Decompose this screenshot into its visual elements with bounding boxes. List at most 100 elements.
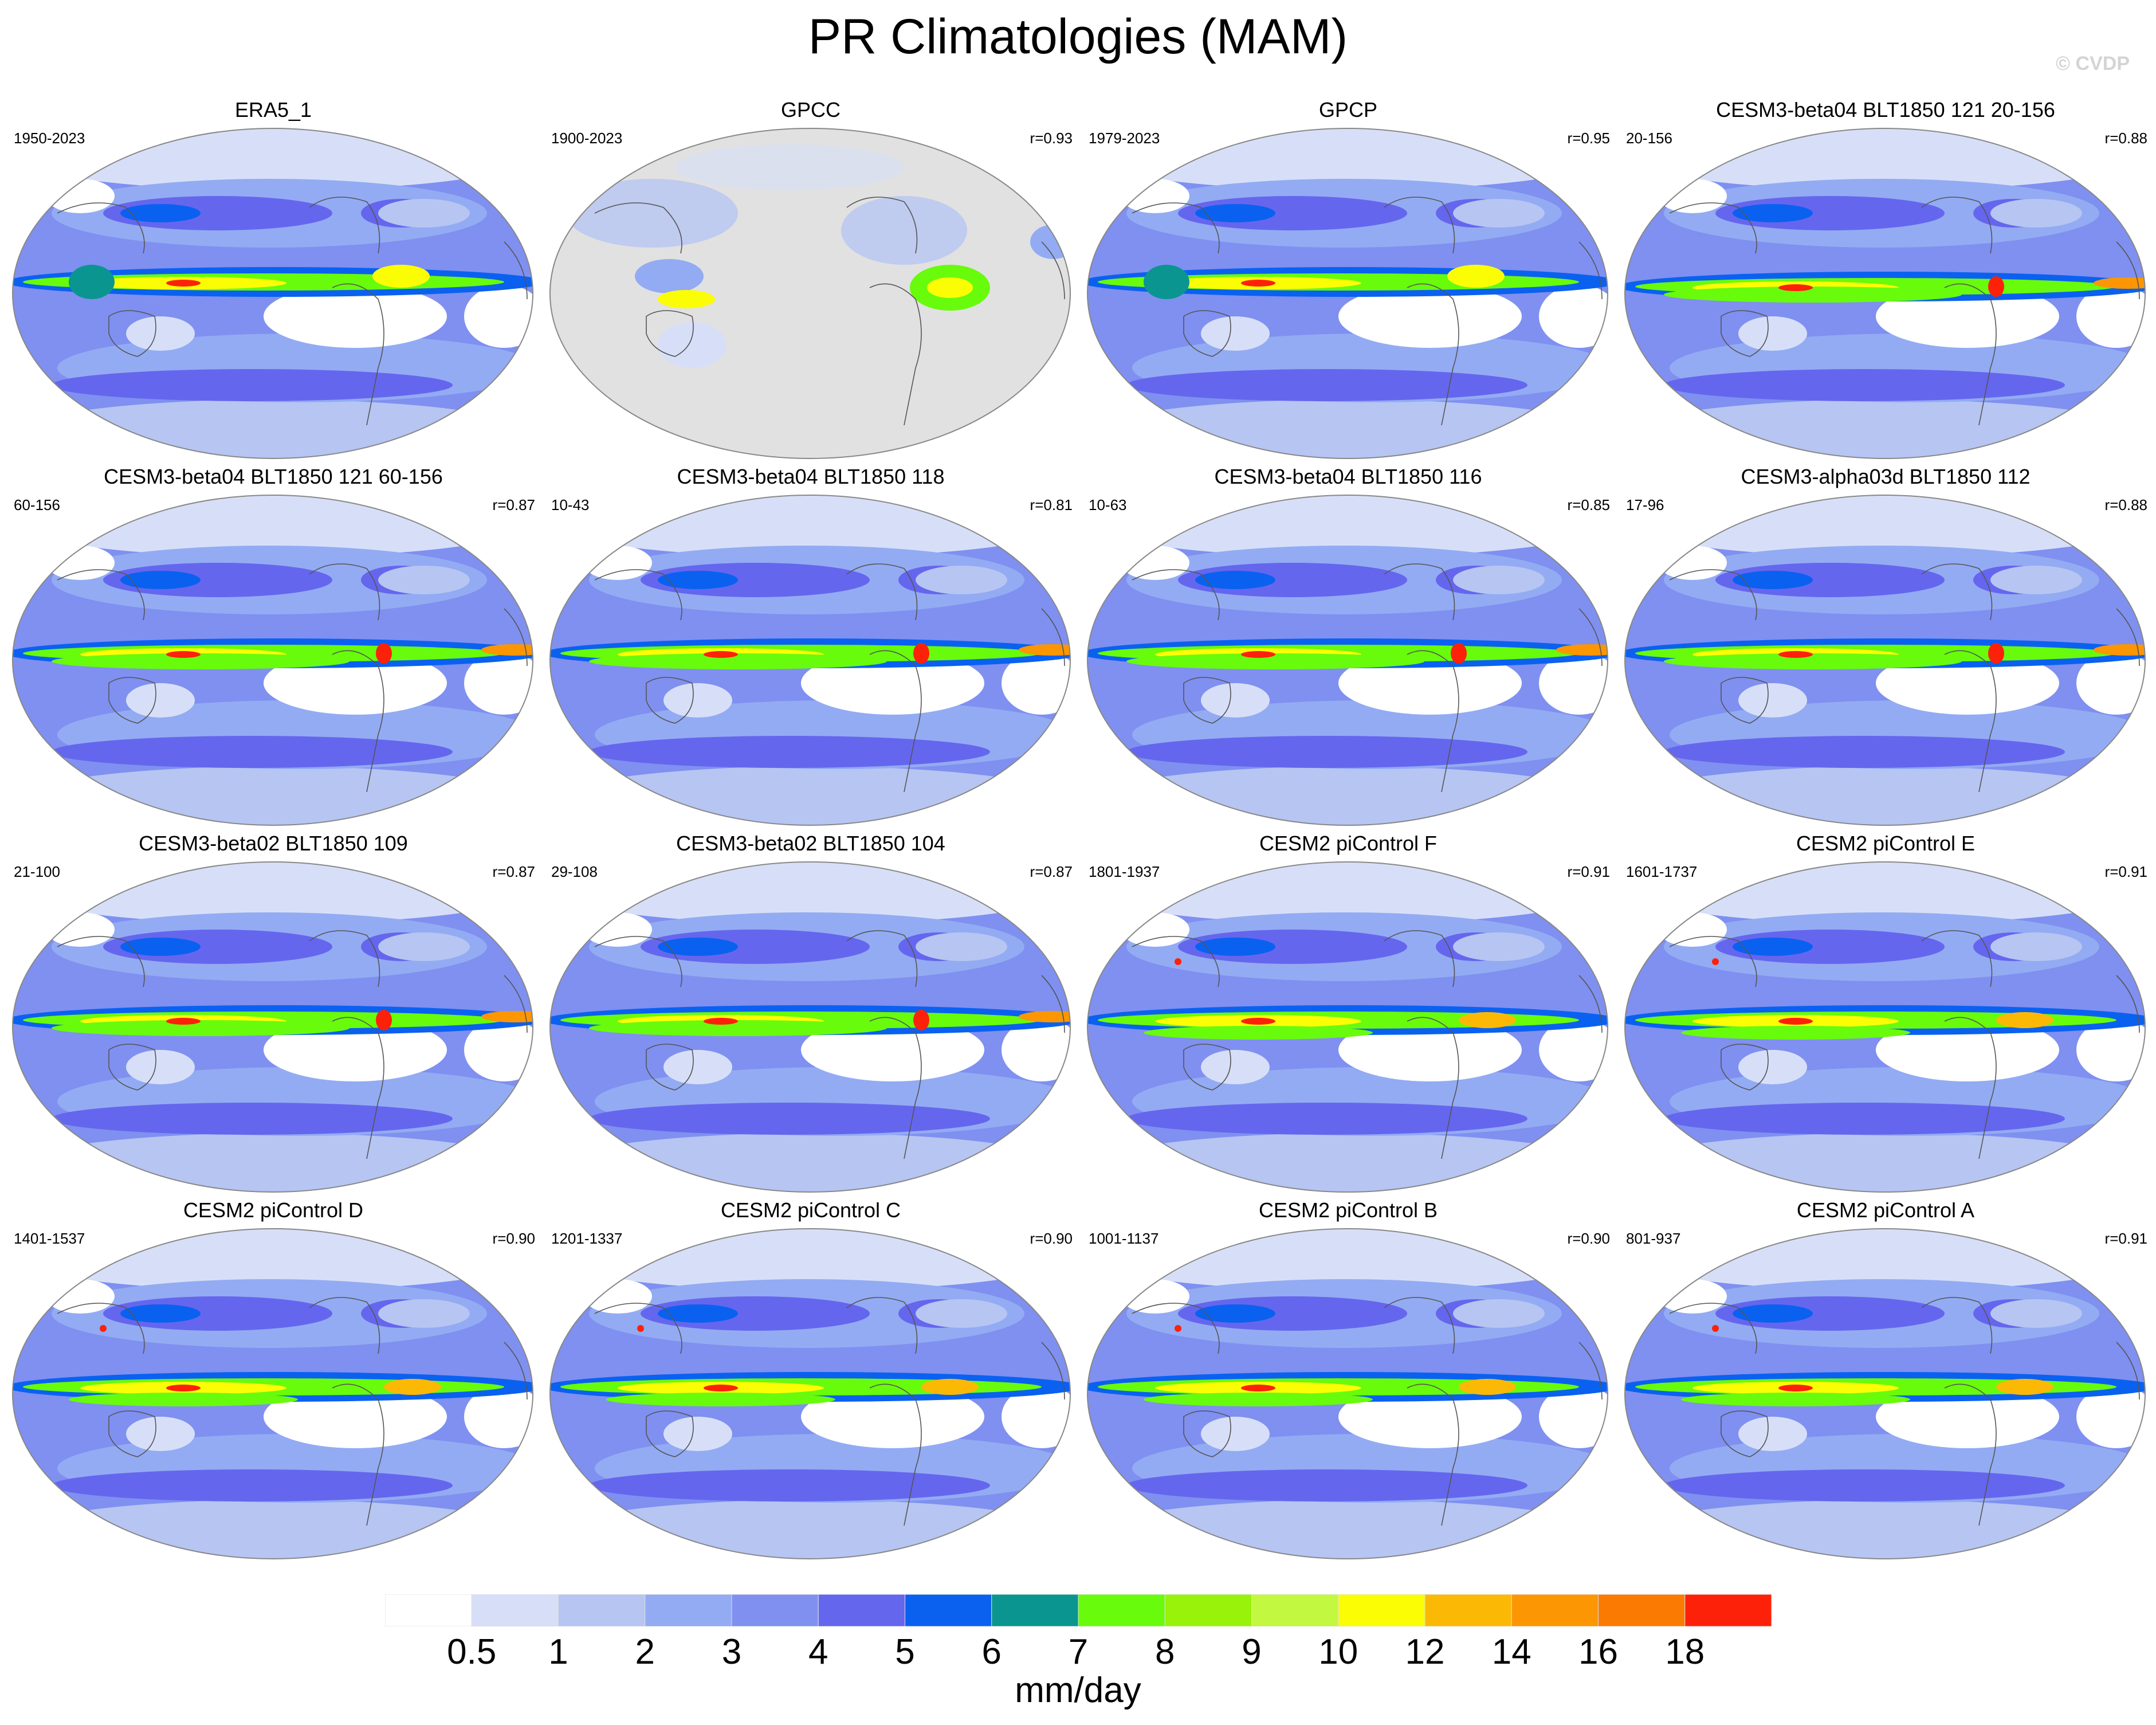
colorbar-tick-label: 8 [1155,1632,1175,1672]
colorbar-swatch [731,1594,819,1626]
map-panel: CESM3-beta04 BLT1850 121 60-156 60-156 r=0… [5,464,542,831]
panel-period: 801-937 [1626,1230,1681,1247]
panel-title: CESM3-beta02 BLT1850 104 [676,832,945,855]
precip-map [549,1228,1071,1559]
map-panel: CESM3-beta02 BLT1850 104 29-108 r=0.87 [542,831,1079,1198]
colorbar-swatch [558,1594,646,1626]
precip-map [549,128,1071,459]
map-panel: CESM2 piControl A 801-937 r=0.91 [1617,1198,2154,1565]
map-panel: CESM3-beta04 BLT1850 116 10-63 r=0.85 [1079,464,1617,831]
panel-title: CESM3-beta04 BLT1850 121 20-156 [1716,98,2055,121]
panel-title: CESM2 piControl E [1796,832,1976,855]
colorbar-swatch [1598,1594,1686,1626]
panel-correlation: r=0.91 [2104,863,2147,880]
map-panel: CESM3-beta02 BLT1850 109 21-100 r=0.87 [5,831,542,1198]
panel-period: 10-43 [551,496,590,513]
panel-title: CESM3-beta04 BLT1850 121 60-156 [104,465,443,488]
colorbar-swatch [1078,1594,1165,1626]
precip-map [1624,1228,2146,1559]
panel-correlation: r=0.81 [1030,496,1073,513]
panel-correlation: r=0.87 [492,863,535,880]
colorbar-swatch [1424,1594,1512,1626]
colorbar-tick-label: 18 [1665,1632,1705,1672]
map-panel: CESM2 piControl F 1801-1937 r=0.91 [1079,831,1617,1198]
precip-map [1087,1228,1608,1559]
panel-correlation: r=0.87 [492,496,535,513]
colorbar-swatch [471,1594,559,1626]
colorbar-tick-label: 3 [721,1632,742,1672]
map-panel: CESM2 piControl E 1601-1737 r=0.91 [1617,831,2154,1198]
panel-title: ERA5_1 [234,98,312,121]
precip-map [1087,128,1608,459]
panel-period: 1201-1337 [551,1230,623,1247]
panel-period: 29-108 [551,863,598,880]
panel-period: 1950-2023 [14,130,85,147]
precip-map [1087,495,1608,826]
map-panel: GPCP 1979-2023 r=0.95 [1079,97,1617,464]
map-panel: CESM3-beta04 BLT1850 121 20-156 20-156 r=0… [1617,97,2154,464]
colorbar-tick-label: 5 [895,1632,915,1672]
precip-map [1087,861,1608,1193]
colorbar-swatch [1684,1594,1772,1626]
colorbar-tick-label: 14 [1491,1632,1531,1672]
panel-correlation: r=0.91 [1567,863,1610,880]
watermark: © CVDP [2056,53,2130,75]
panel-period: 1801-1937 [1089,863,1160,880]
map-panels-grid: ERA5_1 1950-2023 GPCC 1900-2023 r=0.93 GPCP 19… [0,97,2156,1565]
colorbar-tick-label: 9 [1242,1632,1262,1672]
map-panel: CESM2 piControl B 1001-1137 r=0.90 [1079,1198,1617,1565]
panel-title: CESM3-beta04 BLT1850 116 [1214,465,1482,488]
colorbar-swatch [818,1594,905,1626]
panel-title: GPCP [1318,98,1378,121]
precip-map [1624,495,2146,826]
colorbar-tick-label: 12 [1405,1632,1445,1672]
panel-title: GPCC [780,98,841,121]
precip-map [549,495,1071,826]
precip-map [12,861,533,1193]
colorbar-swatch [385,1594,472,1626]
map-panel: CESM3-alpha03d BLT1850 112 17-96 r=0.88 [1617,464,2154,831]
map-panel: CESM3-beta04 BLT1850 118 10-43 r=0.81 [542,464,1079,831]
panel-period: 1401-1537 [14,1230,85,1247]
colorbar-swatch [905,1594,992,1626]
panel-period: 21-100 [14,863,60,880]
precip-map [12,1228,533,1559]
colorbar [385,1594,1772,1626]
colorbar-swatch [1338,1594,1425,1626]
colorbar-units: mm/day [1015,1671,1141,1710]
colorbar-tick-label: 7 [1068,1632,1089,1672]
panel-correlation: r=0.95 [1567,130,1610,147]
colorbar-tick-label: 6 [981,1632,1002,1672]
panel-correlation: r=0.90 [1567,1230,1610,1247]
colorbar-tick-label: 16 [1578,1632,1618,1672]
colorbar-swatch [645,1594,732,1626]
colorbar-swatch [991,1594,1079,1626]
map-panel: ERA5_1 1950-2023 [5,97,542,464]
panel-title: CESM2 piControl C [720,1198,901,1222]
panel-period: 1900-2023 [551,130,623,147]
panel-correlation: r=0.90 [1030,1230,1073,1247]
map-panel: CESM2 piControl D 1401-1537 r=0.90 [5,1198,542,1565]
panel-title: CESM3-alpha03d BLT1850 112 [1741,465,2031,488]
panel-correlation: r=0.91 [2104,1230,2147,1247]
panel-period: 10-63 [1089,496,1127,513]
panel-correlation: r=0.87 [1030,863,1073,880]
panel-period: 17-96 [1626,496,1664,513]
colorbar-labels: 0.5 1 2 3 4 5 6 7 8 9 10 12 14 16 18 [0,1632,2156,1672]
colorbar-tick-label: 0.5 [447,1632,497,1672]
colorbar-tick-label: 2 [635,1632,655,1672]
panel-title: CESM3-beta02 BLT1850 109 [139,832,408,855]
colorbar-swatch [1511,1594,1599,1626]
precip-map [1624,128,2146,459]
map-panel: GPCC 1900-2023 r=0.93 [542,97,1079,464]
panel-period: 1601-1737 [1626,863,1698,880]
panel-correlation: r=0.93 [1030,130,1073,147]
panel-period: 1001-1137 [1089,1230,1159,1247]
precip-map [12,495,533,826]
map-panel: CESM2 piControl C 1201-1337 r=0.90 [542,1198,1079,1565]
precip-map [12,128,533,459]
panel-title: CESM2 piControl B [1258,1198,1438,1222]
precip-map [1624,861,2146,1193]
precip-map [549,861,1071,1193]
panel-title: CESM2 piControl F [1259,832,1438,855]
